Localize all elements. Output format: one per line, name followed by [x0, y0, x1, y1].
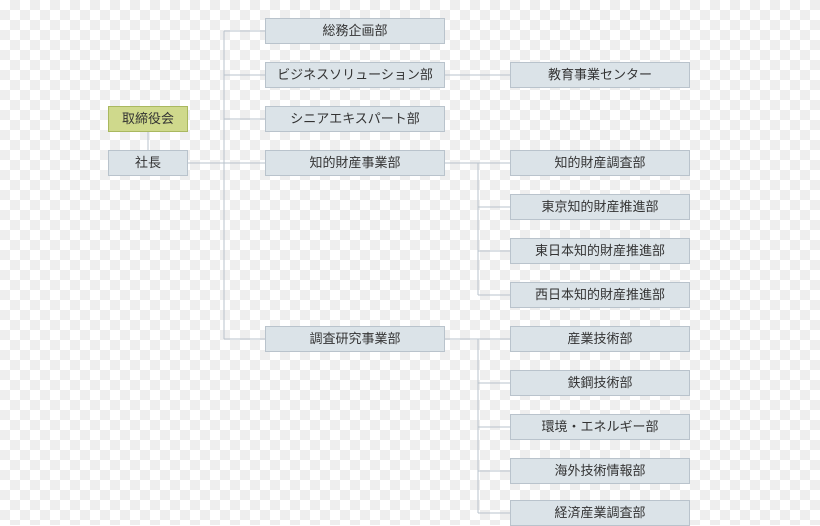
node-label: 社長	[135, 155, 161, 170]
node-senior-expert: シニアエキスパート部	[265, 106, 445, 132]
node-label: 総務企画部	[322, 23, 387, 38]
node-label: 取締役会	[122, 111, 174, 126]
node-ip-research: 知的財産調査部	[510, 150, 690, 176]
node-label: 経済産業調査部	[554, 505, 645, 520]
node-ip-tokyo: 東京知的財産推進部	[510, 194, 690, 220]
node-ip-division: 知的財産事業部	[265, 150, 445, 176]
node-education-center: 教育事業センター	[510, 62, 690, 88]
node-label: 海外技術情報部	[554, 463, 645, 478]
node-label: シニアエキスパート部	[290, 111, 420, 126]
node-research-div: 調査研究事業部	[265, 326, 445, 352]
node-label: 環境・エネルギー部	[541, 419, 658, 434]
node-econ-industry: 経済産業調査部	[510, 500, 690, 526]
node-steel-tech: 鉄鋼技術部	[510, 370, 690, 396]
node-ip-east: 東日本知的財産推進部	[510, 238, 690, 264]
node-biz-solution: ビジネスソリューション部	[265, 62, 445, 88]
node-label: 知的財産事業部	[309, 155, 400, 170]
node-label: 東日本知的財産推進部	[535, 243, 665, 258]
node-ip-west: 西日本知的財産推進部	[510, 282, 690, 308]
node-industrial-tech: 産業技術部	[510, 326, 690, 352]
node-label: ビジネスソリューション部	[277, 67, 433, 82]
org-chart-canvas: 取締役会社長 総務企画部ビジネスソリューション部シニアエキスパート部知的財産事業部…	[0, 0, 820, 525]
node-label: 調査研究事業部	[309, 331, 400, 346]
node-env-energy: 環境・エネルギー部	[510, 414, 690, 440]
node-overseas-tech: 海外技術情報部	[510, 458, 690, 484]
node-label: 教育事業センター	[548, 67, 652, 82]
node-label: 産業技術部	[567, 331, 632, 346]
node-president: 社長	[108, 150, 188, 176]
node-label: 鉄鋼技術部	[567, 375, 632, 390]
node-label: 知的財産調査部	[554, 155, 645, 170]
node-label: 西日本知的財産推進部	[535, 287, 665, 302]
node-board: 取締役会	[108, 106, 188, 132]
node-general-affairs: 総務企画部	[265, 18, 445, 44]
node-label: 東京知的財産推進部	[541, 199, 658, 214]
